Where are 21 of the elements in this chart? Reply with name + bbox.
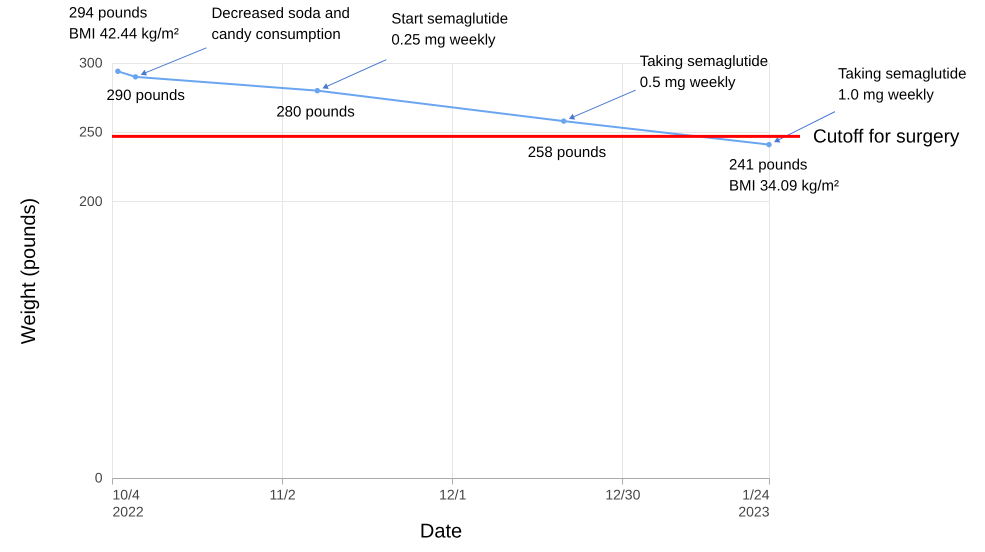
annotation: Taking semaglutide 0.5 mg weekly [640, 53, 768, 92]
x-axis-title: Date [420, 520, 462, 542]
x-tick-label: 1/24 2023 [738, 486, 770, 520]
annotation: 294 pounds BMI 42.44 kg/m² [68, 4, 179, 42]
y-tick-label: 300 [79, 54, 103, 70]
x-tick-label: 11/2 [270, 486, 296, 502]
y-tick-label: 0 [94, 470, 103, 486]
x-tick-label: 12/30 [605, 486, 641, 502]
annotation: 290 pounds [106, 86, 185, 104]
x-tick-label: 10/4 2022 [112, 486, 144, 520]
ref-line-label: Cutoff for surgery [813, 126, 960, 148]
annotation: Decreased soda and candy consumption [211, 4, 350, 43]
annotation: 280 pounds [276, 104, 355, 121]
y-tick-label: 250 [79, 124, 103, 140]
x-tick-label: 12/1 [439, 486, 467, 502]
annotation: 258 pounds [528, 144, 606, 162]
y-tick-label: 200 [79, 192, 103, 209]
annotation: Taking semaglutide 1.0 mg weekly [838, 66, 966, 104]
annotation: Start semaglutide 0.25 mg weekly [391, 10, 508, 49]
annotation: 241 pounds BMI 34.09 kg/m² [729, 156, 840, 195]
y-axis-title: Weight (pounds) [18, 198, 40, 344]
